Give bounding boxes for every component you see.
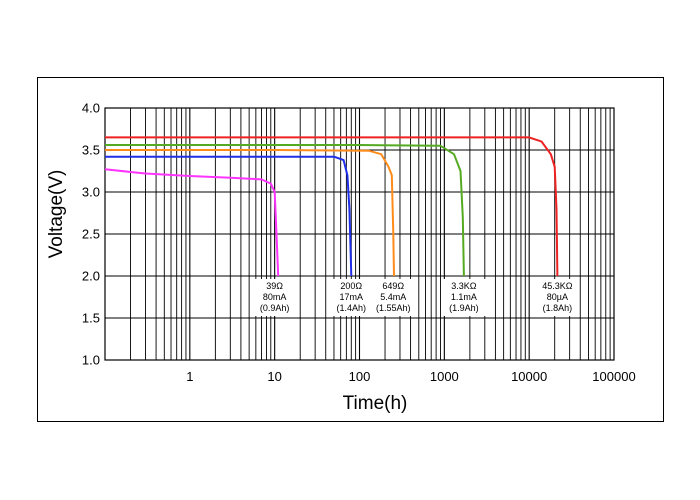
annotation-label: (1.8Ah) — [543, 303, 573, 313]
y-tick-label: 1.0 — [82, 353, 100, 368]
y-tick-label: 3.5 — [82, 143, 100, 158]
series-line-2 — [105, 155, 353, 277]
x-axis-title: Time(h) — [343, 393, 408, 414]
annotation-box-1 — [252, 279, 297, 316]
series-line-1 — [104, 168, 280, 277]
y-tick-label: 3.0 — [82, 185, 100, 200]
x-tick-label: 1 — [186, 369, 193, 384]
x-tick-label: 100000 — [592, 369, 635, 384]
x-tick-label: 10 — [267, 369, 281, 384]
annotation-label: 17mA — [340, 292, 364, 302]
x-tick-label: 100 — [349, 369, 371, 384]
annotation-box-3 — [371, 279, 416, 316]
annotation-label: 200Ω — [340, 281, 362, 291]
x-tick-label: 10000 — [511, 369, 547, 384]
annotation-label: (1.4Ah) — [337, 303, 367, 313]
annotation-label: 1.1mA — [451, 292, 477, 302]
y-axis-title: Voltage(V) — [46, 170, 67, 259]
y-tick-label: 2.0 — [82, 269, 100, 284]
annotation-label: (1.55Ah) — [376, 303, 411, 313]
series-line-4 — [105, 144, 465, 277]
series-line-3 — [105, 149, 395, 277]
y-tick-label: 1.5 — [82, 311, 100, 326]
annotation-label: 80µA — [547, 292, 568, 302]
annotation-label: 39Ω — [266, 281, 283, 291]
annotation-box-4 — [441, 279, 486, 316]
y-tick-label: 2.5 — [82, 227, 100, 242]
annotation-box-2 — [329, 279, 374, 316]
annotation-label: 80mA — [263, 292, 287, 302]
y-tick-label: 4.0 — [82, 101, 100, 116]
annotation-label: (1.9Ah) — [449, 303, 479, 313]
annotation-label: 45.3KΩ — [542, 281, 573, 291]
x-tick-label: 1000 — [430, 369, 459, 384]
annotation-box-5 — [535, 279, 580, 316]
annotation-label: (0.9Ah) — [260, 303, 290, 313]
plot-border — [104, 107, 615, 361]
annotation-label: 649Ω — [382, 281, 404, 291]
annotation-label: 5.4mA — [380, 292, 406, 302]
annotation-label: 3.3KΩ — [451, 281, 477, 291]
series-line-5 — [105, 136, 559, 277]
